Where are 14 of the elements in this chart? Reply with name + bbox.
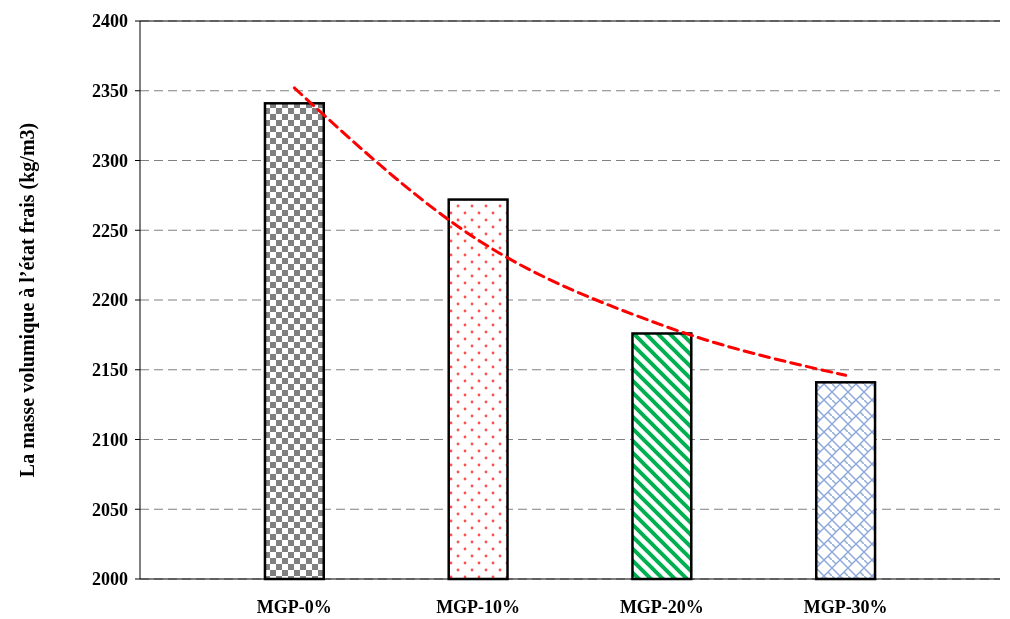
x-tick-label: MGP-10% [436,597,521,617]
x-tick-label: MGP-0% [256,597,332,617]
y-tick-label: 2050 [92,499,128,520]
y-tick-label: 2000 [92,569,128,590]
y-tick-label: 2300 [92,150,128,171]
y-tick-label: 2400 [92,11,128,32]
y-tick-label: 2200 [92,290,128,311]
x-tick-label: MGP-30% [803,597,888,617]
y-tick-label: 2250 [92,220,128,241]
y-tick-label: 2350 [92,81,128,102]
y-axis-title: La masse volumique à l’état frais (kg/m3) [16,122,39,478]
y-tick-label: 2150 [92,360,128,381]
x-tick-label: MGP-20% [619,597,704,617]
y-tick-label: 2100 [92,429,128,450]
